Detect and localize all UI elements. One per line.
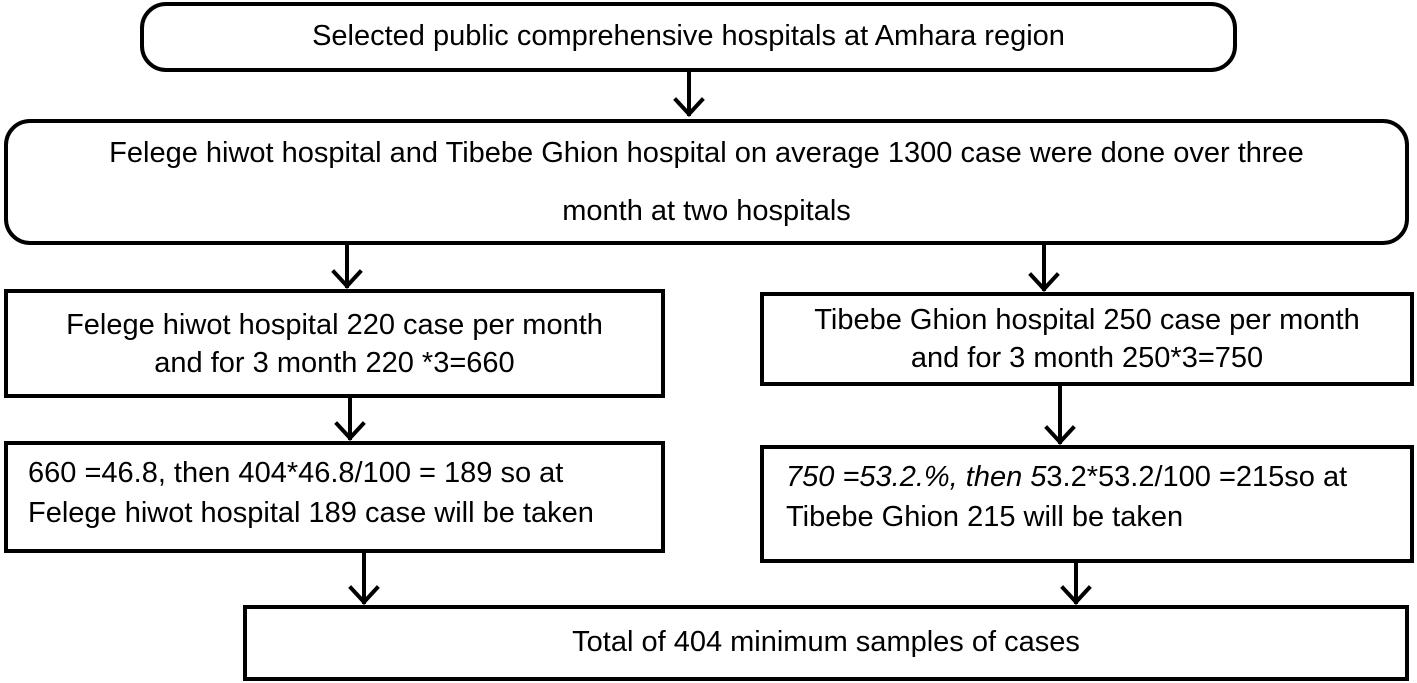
left-count-line-1: Felege hiwot hospital 220 case per month <box>66 308 603 341</box>
overview-line-2: month at two hospitals <box>562 195 851 227</box>
total-box-text: Total of 404 minimum samples of cases <box>572 626 1080 659</box>
top-box-text: Selected public comprehensive hospitals … <box>312 20 1065 53</box>
right-sample-line-1-italic: 750 =53.2.%, then 5 <box>786 461 1047 493</box>
right-count-box: Tibebe Ghion hospital 250 case per month… <box>760 292 1414 386</box>
right-sample-box: 750 =53.2.%, then 53.2*53.2/100 =215so a… <box>760 445 1414 563</box>
left-count-line-2: and for 3 month 220 *3=660 <box>154 346 515 379</box>
left-sample-line-2: Felege hiwot hospital 189 case will be t… <box>28 497 594 529</box>
right-count-line-2: and for 3 month 250*3=750 <box>910 342 1264 374</box>
right-sample-line-1: 750 =53.2.%, then 53.2*53.2/100 =215so a… <box>786 457 1396 497</box>
arrow-overview-to-left <box>331 243 363 289</box>
right-sample-line-1-rest: 3.2*53.2/100 =215so at <box>1046 461 1348 493</box>
arrow-left-sample-to-total <box>348 551 380 605</box>
right-sample-line-2: Tibebe Ghion 215 will be taken <box>786 501 1184 533</box>
total-box: Total of 404 minimum samples of cases <box>243 605 1409 681</box>
overview-box: Felege hiwot hospital and Tibebe Ghion h… <box>4 119 1409 245</box>
top-box: Selected public comprehensive hospitals … <box>140 2 1237 72</box>
arrow-left-count-to-sample <box>334 396 366 441</box>
right-count-line-1: Tibebe Ghion hospital 250 case per month <box>814 304 1360 336</box>
arrow-overview-to-right <box>1028 243 1060 292</box>
arrow-top-to-overview <box>673 70 705 117</box>
arrow-right-count-to-sample <box>1044 384 1076 445</box>
left-sample-box: 660 =46.8, then 404*46.8/100 = 189 so at… <box>4 441 665 553</box>
left-count-box: Felege hiwot hospital 220 case per month… <box>4 289 665 398</box>
left-sample-line-1: 660 =46.8, then 404*46.8/100 = 189 so at <box>28 457 564 489</box>
overview-line-1: Felege hiwot hospital and Tibebe Ghion h… <box>109 137 1304 169</box>
